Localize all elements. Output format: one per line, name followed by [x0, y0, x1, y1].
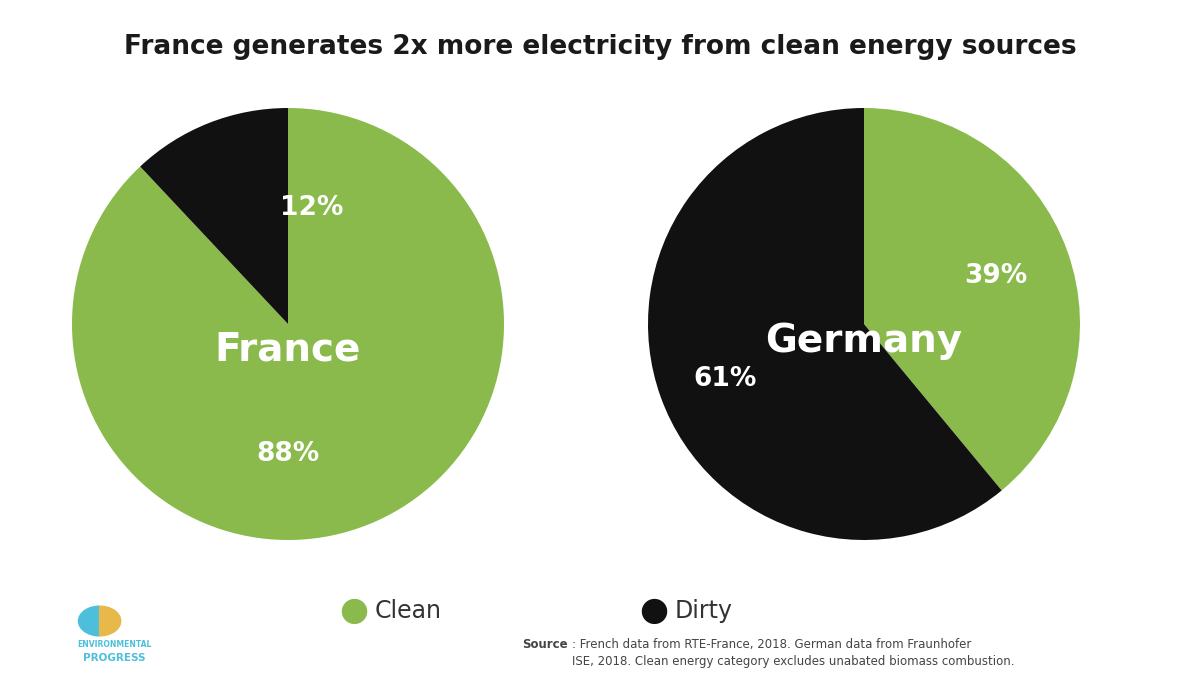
Text: France generates 2x more electricity from clean energy sources: France generates 2x more electricity fro…: [124, 34, 1076, 60]
Text: Clean: Clean: [374, 599, 442, 623]
Wedge shape: [78, 606, 100, 636]
Text: Source: Source: [522, 638, 568, 651]
Wedge shape: [72, 108, 504, 540]
Text: : French data from RTE-France, 2018. German data from Fraunhofer
ISE, 2018. Clea: : French data from RTE-France, 2018. Ger…: [572, 638, 1015, 668]
Text: Germany: Germany: [766, 322, 962, 360]
Text: 88%: 88%: [257, 441, 319, 466]
Text: ●: ●: [340, 595, 368, 627]
Wedge shape: [648, 108, 1002, 540]
Wedge shape: [140, 108, 288, 324]
Text: ENVIRONMENTAL: ENVIRONMENTAL: [77, 640, 151, 649]
Text: ●: ●: [640, 595, 668, 627]
Text: 39%: 39%: [965, 263, 1027, 290]
Text: 12%: 12%: [280, 195, 343, 221]
Text: Dirty: Dirty: [674, 599, 732, 623]
Text: France: France: [215, 331, 361, 369]
Text: 61%: 61%: [694, 366, 756, 392]
Text: PROGRESS: PROGRESS: [83, 653, 145, 663]
Wedge shape: [864, 108, 1080, 491]
Wedge shape: [100, 606, 121, 636]
